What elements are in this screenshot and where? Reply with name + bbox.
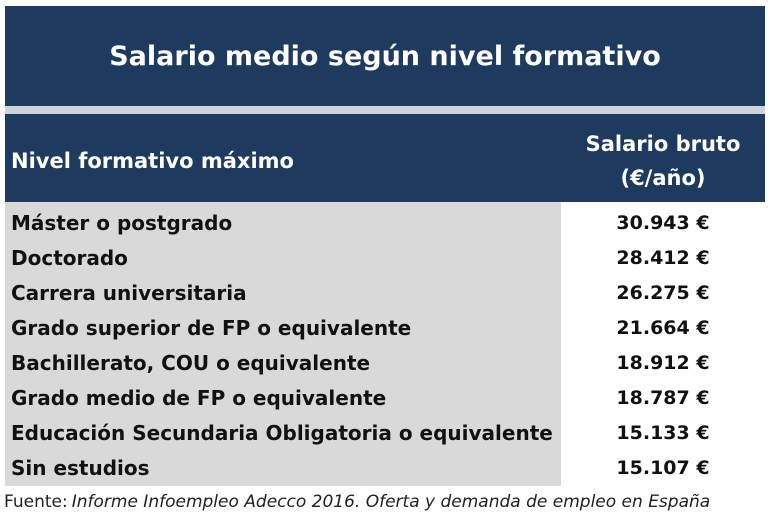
row-value: 18.787 €: [616, 386, 710, 409]
row-value: 28.412 €: [616, 246, 710, 269]
row-value: 15.133 €: [616, 421, 710, 444]
source-text: Informe Infoempleo Adecco 2016. Oferta y…: [71, 492, 711, 512]
row-label: Sin estudios: [11, 455, 150, 480]
table-row: Educación Secundaria Obligatoria o equiv…: [5, 415, 765, 450]
value-column-bg: [561, 202, 765, 486]
row-label: Doctorado: [11, 245, 128, 270]
table-title: Salario medio según nivel formativo: [5, 6, 765, 114]
row-value: 15.107 €: [616, 456, 710, 479]
table-frame: Salario medio según nivel formativo Nive…: [5, 6, 765, 486]
table-row: Carrera universitaria 26.275 €: [5, 275, 765, 310]
row-label: Carrera universitaria: [11, 280, 247, 305]
row-value: 26.275 €: [616, 281, 710, 304]
table-row: Doctorado 28.412 €: [5, 240, 765, 275]
row-value: 30.943 €: [616, 211, 710, 234]
table-body: Máster o postgrado 30.943 € Doctorado 28.41…: [5, 202, 765, 486]
column-header-salary: Salario bruto (€/año): [561, 122, 765, 200]
table-row: Sin estudios 15.107 €: [5, 450, 765, 485]
header-row: Nivel formativo máximo Salario bruto (€/…: [5, 122, 765, 200]
row-value: 18.912 €: [616, 351, 710, 374]
row-label: Grado medio de FP o equivalente: [11, 385, 387, 410]
row-value: 21.664 €: [616, 316, 710, 339]
table-row: Grado superior de FP o equivalente 21.664…: [5, 310, 765, 345]
table-row: Máster o postgrado 30.943 €: [5, 205, 765, 240]
row-label: Educación Secundaria Obligatoria o equiv…: [11, 420, 553, 445]
column-header-salary-line2: (€/año): [620, 166, 706, 190]
column-header-level: Nivel formativo máximo: [11, 149, 294, 173]
row-label: Máster o postgrado: [11, 210, 233, 235]
source-label: Fuente:: [4, 492, 68, 512]
table-row: Bachillerato, COU o equivalente 18.912 €: [5, 345, 765, 380]
row-label: Bachillerato, COU o equivalente: [11, 350, 371, 375]
label-column-bg: [5, 202, 561, 486]
row-label: Grado superior de FP o equivalente: [11, 315, 412, 340]
column-header-salary-line1: Salario bruto: [585, 132, 741, 156]
table-row: Grado medio de FP o equivalente 18.787 €: [5, 380, 765, 415]
source-note: Fuente: Informe Infoempleo Adecco 2016. …: [4, 488, 768, 516]
